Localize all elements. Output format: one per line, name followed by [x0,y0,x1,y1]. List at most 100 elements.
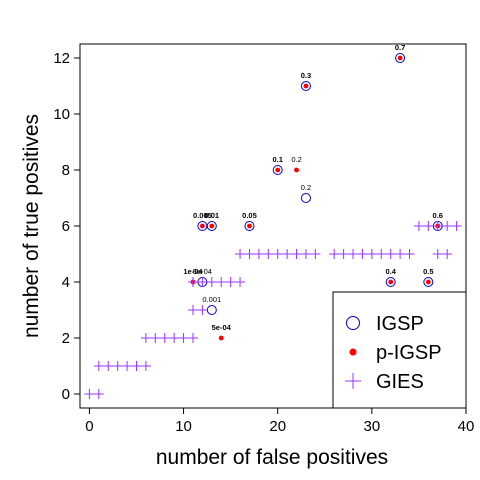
data-point [294,167,299,173]
data-point [112,361,123,371]
data-point [206,221,217,231]
data-marks [84,53,462,399]
data-point [425,279,431,285]
data-point [218,335,224,341]
data-point [357,249,368,259]
data-point [169,333,180,343]
data-point [348,249,359,259]
y-tick-label: 8 [62,162,70,179]
y-axis-title: number of true positives [20,114,43,338]
data-point [338,249,349,259]
data-point [209,223,215,229]
data-point [93,389,104,399]
data-point [263,249,274,259]
data-point [432,221,443,231]
data-point [197,305,208,315]
legend: IGSP p-IGSP GIES [332,291,467,409]
legend-label: IGSP [376,313,424,335]
data-point [197,277,208,287]
data-point [199,223,205,229]
x-tick-label: 40 [458,418,475,435]
data-point [404,249,415,259]
data-point [275,167,281,173]
point-annotation: 0.2 [301,183,311,192]
data-point [187,305,198,315]
data-point [122,361,133,371]
data-point [187,277,198,287]
data-point [395,53,406,63]
point-annotation: 1e-04 [183,267,203,276]
data-point [103,361,114,371]
x-tick-label: 0 [85,418,93,435]
series-igsp [197,53,443,315]
data-point [282,249,293,259]
data-point [206,277,217,287]
data-point [300,193,311,203]
point-annotation: 0.001 [202,295,221,304]
data-point [225,277,236,287]
y-tick-label: 0 [62,386,70,403]
data-point [253,249,264,259]
data-point [247,223,252,229]
data-point [300,81,311,91]
data-point [423,277,434,287]
data-point [329,249,340,259]
data-point [159,333,170,343]
point-annotation: 0.2 [291,155,301,164]
y-tick-label: 2 [62,330,70,347]
legend-label: GIES [376,371,424,393]
data-point [385,249,396,259]
data-point [388,279,394,285]
data-point [395,249,406,259]
x-axis: 0 10 20 30 40 [85,408,474,435]
data-point [442,221,453,231]
point-annotation: 0.3 [301,71,311,80]
y-tick-label: 12 [53,50,70,67]
data-point [303,83,309,89]
data-point [206,305,217,315]
legend-label: p-IGSP [376,342,442,364]
data-point [187,333,198,343]
y-axis: 0 2 4 6 8 10 12 [53,50,80,403]
data-point [216,277,227,287]
x-tick-label: 20 [269,418,286,435]
point-annotation: 0.005 [193,211,212,220]
data-point [178,333,189,343]
data-point [385,277,396,287]
data-point [397,55,403,61]
data-point [235,249,246,259]
data-point [366,249,377,259]
legend-marker [346,316,360,330]
x-tick-label: 10 [175,418,192,435]
data-point [93,361,104,371]
data-point [442,249,453,259]
point-annotation: 0.6 [433,211,443,220]
data-point [244,221,255,231]
data-point [140,333,151,343]
data-point [272,249,283,259]
data-point [150,333,161,343]
y-tick-label: 4 [62,274,70,291]
point-annotation: 5e-04 [212,323,232,332]
data-point [235,277,246,287]
data-point [244,249,255,259]
data-point [131,361,142,371]
data-point [140,361,151,371]
legend-marker [349,348,357,356]
legend-marker [345,373,361,389]
data-point [413,221,424,231]
data-point [451,221,462,231]
data-point [423,221,434,231]
series-p-igsp [190,55,441,341]
data-point [310,249,321,259]
x-tick-label: 30 [364,418,381,435]
point-annotation: 5e-04 [193,267,212,276]
point-annotation: 0.1 [272,155,282,164]
point-annotation: 0.5 [423,267,433,276]
data-point [376,249,387,259]
point-annotation: 0.7 [395,43,405,52]
y-tick-label: 10 [53,106,70,123]
y-tick-label: 6 [62,218,70,235]
